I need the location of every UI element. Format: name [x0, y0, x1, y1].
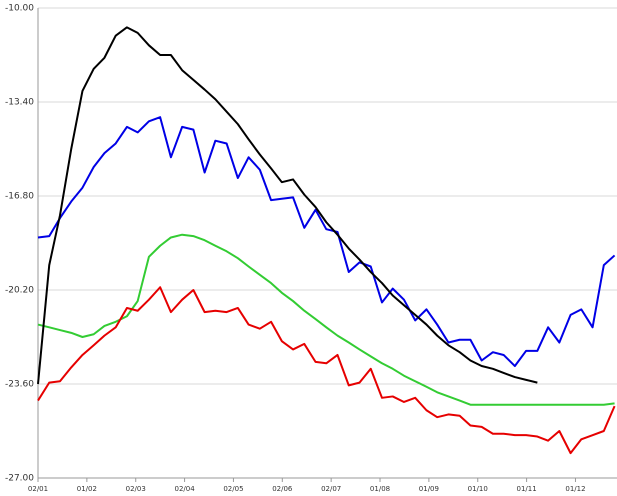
x-tick-label: 01/12	[565, 485, 585, 493]
y-tick-label: -13.40	[5, 98, 34, 108]
x-tick-label: 02/07	[321, 485, 341, 493]
x-tick-label: 02/05	[223, 485, 243, 493]
line	[37, 116, 616, 368]
x-tick-label: 02/04	[174, 485, 195, 493]
line	[37, 286, 616, 455]
x-tick-label: 02/06	[272, 485, 293, 493]
y-tick-label: -16.80	[5, 192, 34, 202]
x-tick-label: 01/10	[468, 485, 488, 493]
y-tick-label: -27.00	[5, 474, 34, 484]
x-tick-label: 01/08	[370, 485, 390, 493]
y-tick-label: -23.60	[5, 380, 34, 390]
x-tick-label: 02/03	[126, 485, 146, 493]
x-tick-label: 01/09	[419, 485, 439, 493]
line	[37, 26, 538, 385]
line	[37, 233, 615, 406]
y-tick-label: -10.00	[5, 4, 34, 14]
x-tick-label: 02/01	[28, 485, 48, 493]
x-tick-label: 01/11	[517, 485, 537, 493]
y-tick-label: -20.20	[5, 286, 34, 296]
x-tick-label: 01/02	[77, 485, 97, 493]
